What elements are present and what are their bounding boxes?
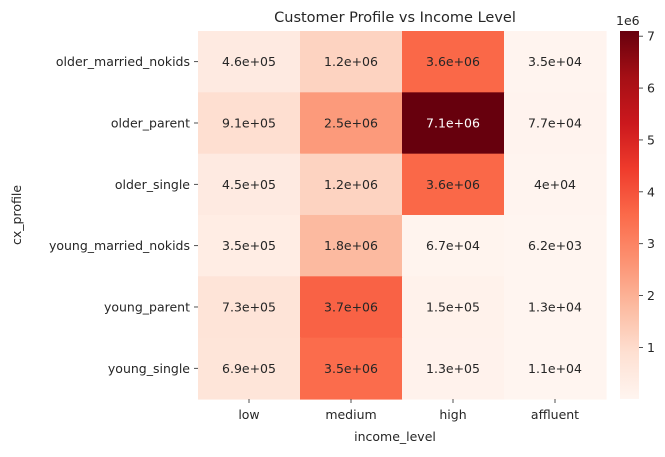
colorbar-tick-label: 3 — [647, 236, 655, 251]
cell-annotation: 2.5e+06 — [324, 115, 378, 130]
y-tick-label: young_married_nokids — [49, 238, 190, 253]
x-axis: low medium high affluent — [238, 398, 579, 422]
cell-annotation: 9.1e+05 — [222, 115, 276, 130]
colorbar-tick-label: 4 — [647, 184, 655, 199]
cell-annotation: 1.2e+06 — [324, 177, 378, 192]
heatmap-cell — [402, 92, 505, 155]
heatmap-cell — [504, 214, 607, 277]
heatmap-cells — [198, 31, 607, 400]
heatmap-cell — [402, 214, 505, 277]
chart-title: Customer Profile vs Income Level — [274, 10, 516, 26]
cell-annotation: 7.7e+04 — [528, 115, 582, 130]
y-axis-label: cx_profile — [9, 185, 24, 245]
cell-annotation: 7.1e+06 — [426, 115, 480, 130]
heatmap-cell — [198, 92, 301, 155]
cell-annotation: 4e+04 — [534, 177, 576, 192]
heatmap-cell — [300, 337, 403, 400]
colorbar-tick-label: 1 — [647, 340, 655, 355]
x-tick-label: affluent — [531, 407, 579, 422]
cell-annotation: 1.5e+05 — [426, 299, 480, 314]
y-tick-label: older_parent — [111, 115, 190, 130]
colorbar-ticks: 1 2 3 4 5 6 7 — [639, 29, 655, 355]
cell-annotation: 7.3e+05 — [222, 299, 276, 314]
y-tick-label: young_single — [108, 361, 190, 376]
y-axis: older_married_nokids older_parent older_si… — [49, 54, 198, 376]
heatmap-cell — [402, 153, 505, 216]
heatmap-cell — [402, 276, 505, 339]
cell-annotation: 1.3e+05 — [426, 361, 480, 376]
heatmap-cell — [402, 337, 505, 400]
colorbar-tick-label: 6 — [647, 81, 655, 96]
y-tick-label: young_parent — [104, 299, 190, 314]
cell-annotation: 1.3e+04 — [528, 299, 582, 314]
x-tick-label: medium — [325, 407, 376, 422]
heatmap-cell — [504, 153, 607, 216]
colorbar-tick-label: 2 — [647, 288, 655, 303]
heatmap-cell — [300, 31, 403, 93]
heatmap-cell — [300, 276, 403, 339]
heatmap-cell — [300, 153, 403, 216]
cell-annotation: 4.5e+05 — [222, 177, 276, 192]
cell-annotation: 3.6e+06 — [426, 177, 480, 192]
heatmap-cell — [504, 92, 607, 155]
cell-annotation: 3.5e+05 — [222, 238, 276, 253]
cell-annotation: 6.9e+05 — [222, 361, 276, 376]
cell-annotation: 3.5e+04 — [528, 54, 582, 69]
heatmap-cell — [402, 31, 505, 93]
cell-annotation: 3.5e+06 — [324, 361, 378, 376]
heatmap-cell — [198, 31, 301, 93]
x-tick-label: low — [238, 407, 259, 422]
cell-annotation: 3.7e+06 — [324, 299, 378, 314]
x-axis-label: income_level — [354, 429, 436, 444]
heatmap-cell — [300, 214, 403, 277]
heatmap-cell — [198, 337, 301, 400]
y-tick-label: older_single — [115, 177, 190, 192]
heatmap-cell — [198, 153, 301, 216]
cell-annotation: 6.7e+04 — [426, 238, 480, 253]
cell-annotation: 1.2e+06 — [324, 54, 378, 69]
heatmap-cell — [504, 337, 607, 400]
heatmap-cell — [504, 276, 607, 339]
heatmap-cell — [198, 214, 301, 277]
y-tick-label: older_married_nokids — [56, 54, 190, 69]
heatmap-cell — [504, 31, 607, 93]
cell-annotation: 6.2e+03 — [528, 238, 582, 253]
heatmap-cell — [300, 92, 403, 155]
cell-annotation: 3.6e+06 — [426, 54, 480, 69]
cell-annotations: 4.6e+05 1.2e+06 3.6e+06 3.5e+04 9.1e+05 2.5e+… — [222, 54, 582, 376]
colorbar-tick-label: 5 — [647, 132, 655, 147]
cell-annotation: 4.6e+05 — [222, 54, 276, 69]
colorbar-tick-label: 7 — [647, 29, 655, 44]
colorbar-offset-label: 1e6 — [616, 13, 640, 28]
cell-annotation: 1.8e+06 — [324, 238, 378, 253]
colorbar: 1e6 1 2 3 4 5 6 7 — [616, 13, 655, 399]
colorbar-gradient — [620, 31, 639, 399]
x-tick-label: high — [439, 407, 466, 422]
heatmap-cell — [198, 276, 301, 339]
cell-annotation: 1.1e+04 — [528, 361, 582, 376]
